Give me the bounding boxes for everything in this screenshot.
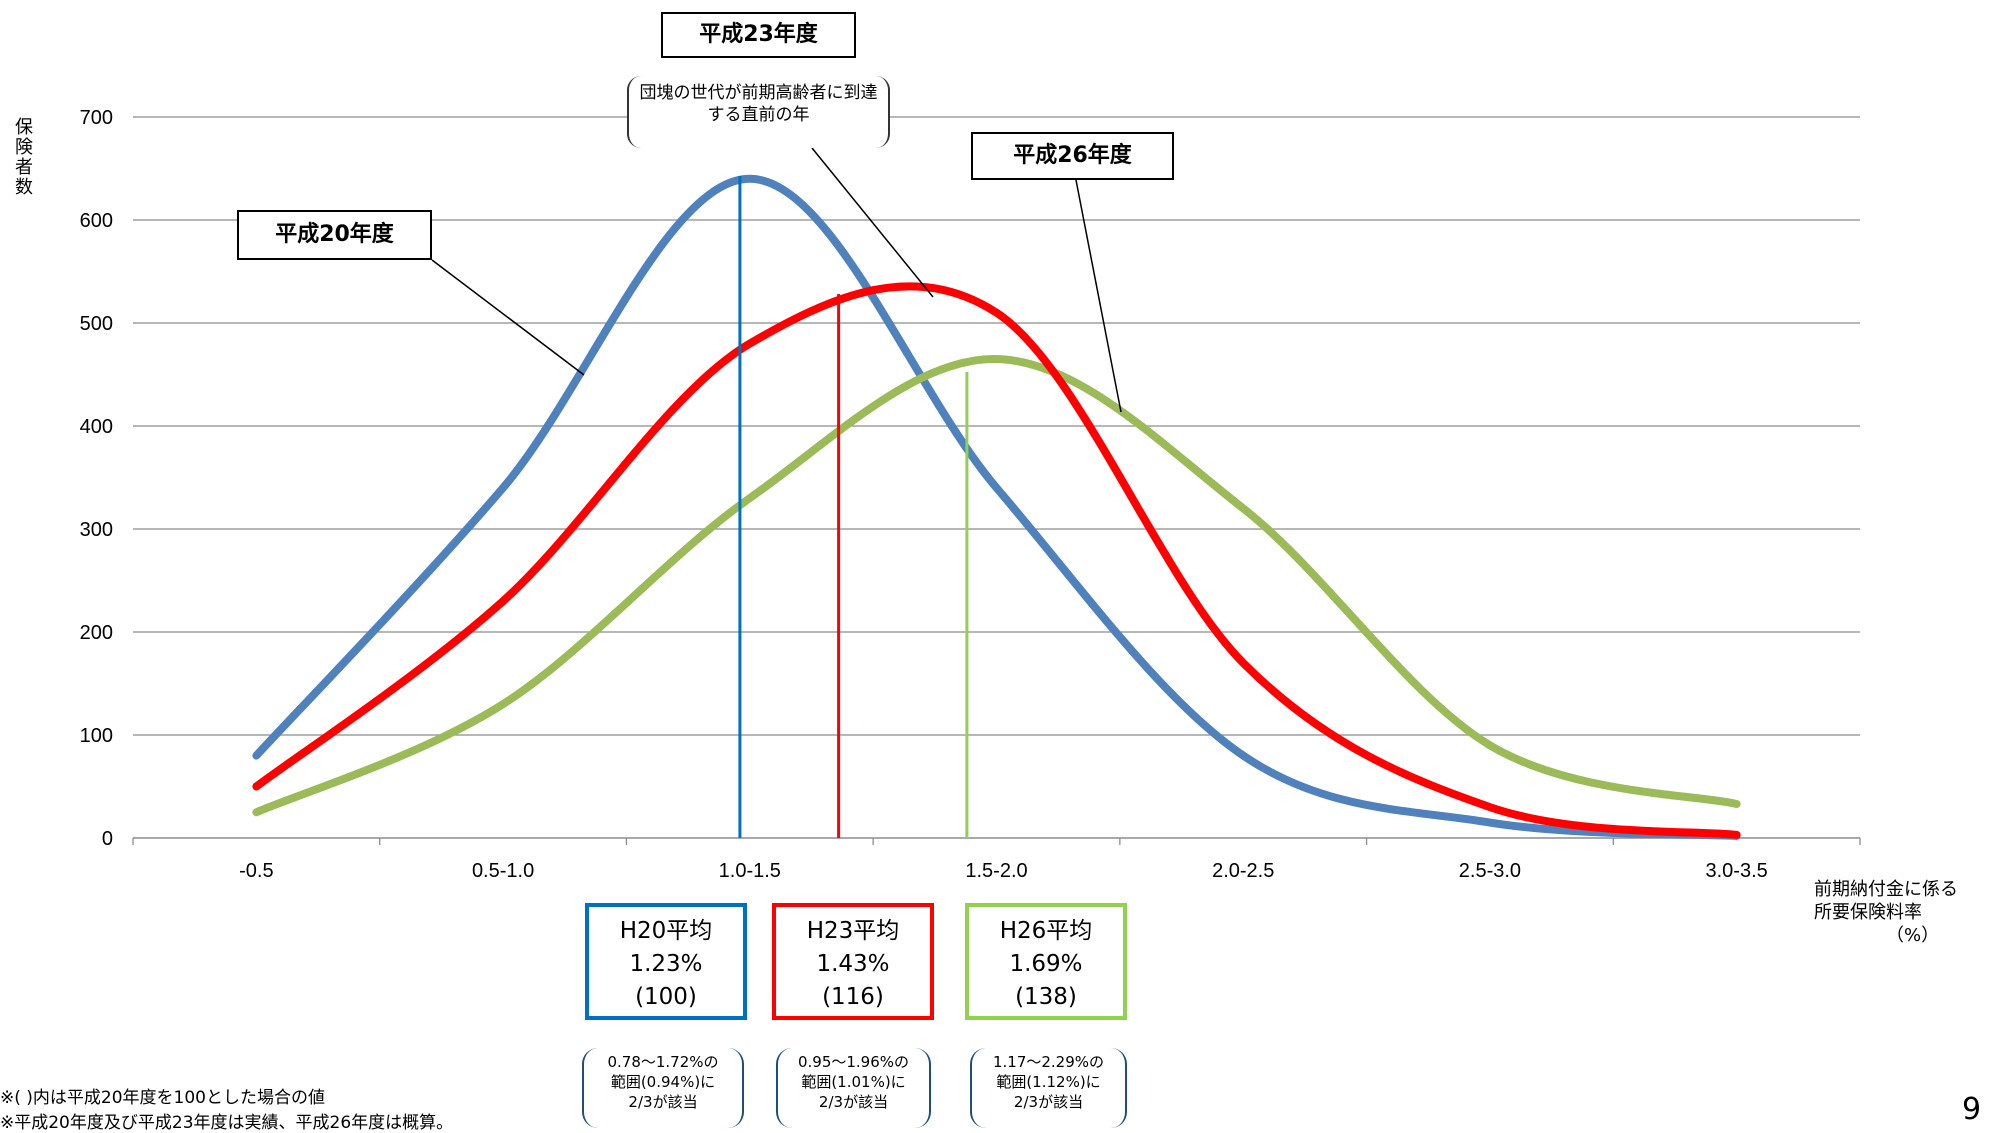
average-index: (138)	[1015, 984, 1077, 1010]
range-box-h23: 0.95～1.96%の 範囲(1.01%)に 2/3が該当	[776, 1048, 931, 1128]
average-title: H26平均	[999, 918, 1093, 944]
x-axis-label-line1: 前期納付金に係る	[1814, 879, 1958, 900]
range-line1: 0.95～1.96%の	[797, 1053, 910, 1071]
callout-leader	[1075, 179, 1122, 413]
y-tick-label: 0	[102, 828, 113, 850]
x-tick-label: 0.5-1.0	[472, 860, 534, 882]
average-rate: 1.69%	[1009, 951, 1083, 977]
average-rate: 1.43%	[816, 951, 890, 977]
x-tick-label: 2.0-2.5	[1212, 860, 1274, 882]
average-rate: 1.23%	[629, 951, 703, 977]
callout-h23: 平成23年度	[661, 12, 856, 58]
range-box-h20: 0.78～1.72%の 範囲(0.94%)に 2/3が該当	[582, 1048, 744, 1128]
range-line3: 2/3が該当	[818, 1093, 889, 1111]
x-axis-label-unit: （%）	[1886, 925, 1940, 946]
page-number: 9	[1962, 1092, 1982, 1127]
average-index: (100)	[635, 984, 697, 1010]
range-line2: 範囲(1.01%)に	[801, 1073, 906, 1091]
average-title: H23平均	[806, 918, 900, 944]
footnote-2: ※平成20年度及び平成23年度は実績、平成26年度は概算。	[0, 1113, 454, 1133]
x-axis-label: 前期納付金に係る 所要保険料率 （%）	[1814, 878, 1984, 947]
range-box-h26: 1.17～2.29%の 範囲(1.12%)に 2/3が該当	[970, 1048, 1127, 1128]
average-title: H20平均	[619, 918, 713, 944]
y-axis-label: 保険者数	[15, 117, 33, 198]
range-line2: 範囲(1.12%)に	[996, 1073, 1101, 1091]
range-line1: 0.78～1.72%の	[607, 1053, 719, 1071]
average-box-h23: H23平均 1.43% (116)	[772, 903, 934, 1020]
y-tick-label: 700	[80, 107, 113, 129]
range-line1: 1.17～2.29%の	[992, 1053, 1105, 1071]
x-tick-label: 1.5-2.0	[965, 860, 1027, 882]
average-box-h20: H20平均 1.23% (100)	[585, 903, 747, 1020]
range-line2: 範囲(0.94%)に	[610, 1073, 716, 1091]
x-tick-label: -0.5	[239, 860, 273, 882]
x-tick-label: 3.0-3.5	[1706, 860, 1768, 882]
range-line3: 2/3が該当	[628, 1093, 698, 1111]
range-line3: 2/3が該当	[1013, 1093, 1084, 1111]
series-line	[252, 355, 1741, 817]
callout-h26: 平成26年度	[971, 132, 1174, 180]
callout-leader	[431, 259, 585, 376]
x-tick-label: 1.0-1.5	[719, 860, 781, 882]
series-line	[252, 282, 1741, 839]
y-tick-label: 400	[80, 416, 113, 438]
y-tick-label: 300	[80, 519, 113, 541]
callout-leader	[811, 147, 934, 298]
y-tick-label: 600	[80, 210, 113, 232]
footnote-1: ※( )内は平成20年度を100とした場合の値	[0, 1088, 325, 1108]
series-line	[252, 174, 1741, 840]
h23-note-text: 団塊の世代が前期高齢者に到達する直前の年	[639, 83, 878, 125]
callout-h23-note: 団塊の世代が前期高齢者に到達する直前の年	[627, 76, 890, 148]
y-tick-label: 200	[80, 622, 113, 644]
x-axis-label-line2: 所要保険料率	[1814, 902, 1922, 923]
y-tick-label: 500	[80, 313, 113, 335]
callout-h20: 平成20年度	[237, 210, 432, 260]
x-tick-label: 2.5-3.0	[1459, 860, 1521, 882]
average-box-h26: H26平均 1.69% (138)	[965, 903, 1127, 1020]
average-index: (116)	[822, 984, 884, 1010]
y-tick-label: 100	[80, 725, 113, 747]
